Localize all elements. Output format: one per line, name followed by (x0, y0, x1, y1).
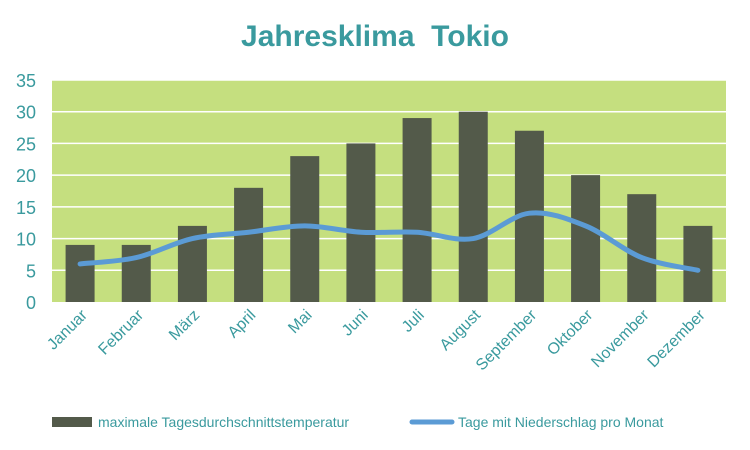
x-tick-label: Juli (399, 307, 428, 336)
y-tick-label: 15 (16, 198, 36, 218)
x-tick-label: Januar (44, 306, 91, 353)
y-tick-label: 20 (16, 166, 36, 186)
legend-swatch-temperature (52, 417, 92, 427)
plot-area: 0 5 10 15 20 25 30 35 Januar Februar März April Mai J… (16, 71, 726, 374)
bar-temperature (683, 225, 713, 302)
x-tick-label: September (473, 306, 541, 374)
legend-label-temperature: maximale Tagesdurchschnittstemperatur (98, 414, 349, 430)
x-tick-label: März (166, 307, 203, 344)
x-tick-label: Mai (285, 307, 315, 337)
plot-background (52, 80, 726, 302)
x-tick-label: Oktober (544, 306, 597, 359)
bar-temperature (402, 118, 432, 302)
y-tick-label: 0 (26, 293, 36, 313)
x-tick-label: Dezember (645, 306, 710, 371)
y-tick-label: 25 (16, 134, 36, 154)
legend: maximale Tagesdurchschnittstemperatur Ta… (52, 414, 664, 430)
bar-temperature (234, 187, 264, 302)
chart-title: Jahresklima Tokio (241, 20, 509, 53)
bar-temperature (290, 156, 320, 302)
x-tick-label: Februar (95, 306, 147, 358)
bar-temperature (571, 175, 601, 302)
bar-temperature (65, 244, 95, 302)
bar-temperature (458, 111, 488, 302)
x-tick-label: August (437, 306, 485, 354)
x-tick-label: Juni (339, 307, 372, 340)
bar-temperature (346, 143, 376, 302)
x-tick-label: April (225, 307, 260, 342)
legend-label-rain-days: Tage mit Niederschlag pro Monat (458, 414, 664, 430)
y-tick-label: 10 (16, 230, 36, 250)
line-rain-days (77, 210, 701, 273)
y-tick-label: 35 (16, 71, 36, 91)
y-tick-label: 5 (26, 261, 36, 281)
y-tick-label: 30 (16, 103, 36, 123)
x-tick-label: November (588, 306, 653, 371)
bar-temperature (627, 194, 657, 302)
